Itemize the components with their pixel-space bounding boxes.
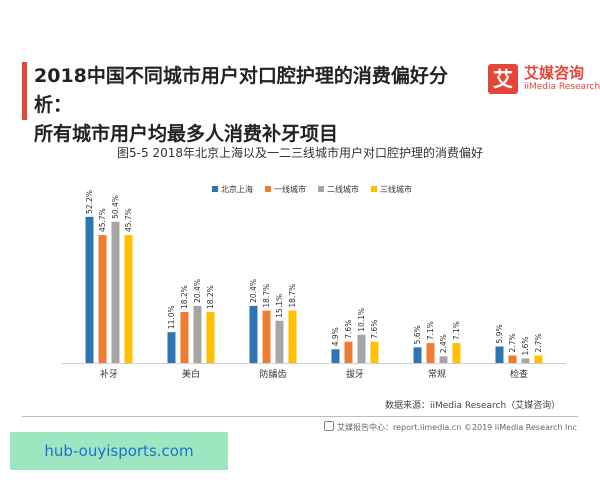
bar-6-3	[521, 358, 530, 363]
bar-5-3	[439, 356, 448, 363]
bar-3-4	[288, 310, 297, 363]
brand-logo: 艾 艾媒咨询 iiMedia Research	[488, 62, 600, 98]
bar-6-4	[534, 355, 543, 363]
brand-subtitle: iiMedia Research	[524, 82, 600, 92]
chart-title: 图5-5 2018年北京上海以及一二三线城市用户对口腔护理的消费偏好	[117, 146, 483, 160]
headline: 2018中国不同城市用户对口腔护理的消费偏好分析： 所有城市用户均最多人消费补牙…	[34, 62, 454, 149]
data-label-2-4: 18.2%	[206, 285, 215, 309]
data-label-6-1: 5.9%	[495, 324, 504, 343]
bar-1-4	[124, 235, 133, 363]
bar-5-1	[413, 347, 422, 363]
bar-3-1	[249, 305, 258, 363]
legend-swatch-4	[371, 186, 377, 192]
bar-4-4	[370, 341, 379, 363]
bar-4-1	[331, 349, 340, 363]
bar-1-3	[111, 221, 120, 363]
bar-4-2	[344, 341, 353, 363]
data-label-4-4: 7.6%	[370, 320, 379, 339]
bar-6-2	[508, 355, 517, 363]
data-label-5-1: 5.6%	[413, 325, 422, 344]
brand-mark-icon: 艾	[488, 64, 518, 94]
data-label-3-2: 18.7%	[262, 284, 271, 308]
category-label-3: 防龋齿	[259, 368, 286, 380]
footer-credit-text: 艾媒报告中心：report.iimedia.cn ©2019 iiMedia R…	[337, 423, 577, 432]
legend-label-3: 二线城市	[327, 184, 359, 194]
data-label-4-2: 7.6%	[344, 320, 353, 339]
footer-credit: 艾媒报告中心：report.iimedia.cn ©2019 iiMedia R…	[324, 421, 577, 433]
bar-1-1	[85, 216, 94, 363]
data-label-6-4: 2.7%	[534, 333, 543, 352]
bar-2-2	[180, 312, 189, 363]
bar-6-1	[495, 346, 504, 363]
report-center-icon	[324, 421, 334, 431]
bar-5-2	[426, 343, 435, 363]
data-label-6-2: 2.7%	[508, 333, 517, 352]
legend-swatch-1	[212, 186, 218, 192]
category-label-1: 补牙	[100, 368, 118, 380]
data-label-2-3: 20.4%	[193, 279, 202, 303]
legend-label-2: 一线城市	[274, 184, 306, 194]
bar-2-3	[193, 305, 202, 363]
bar-5-4	[452, 343, 461, 363]
legend-swatch-2	[265, 186, 271, 192]
legend-swatch-3	[318, 186, 324, 192]
category-label-5: 常规	[428, 368, 446, 380]
headline-line-2: 所有城市用户均最多人消费补牙项目	[34, 123, 339, 145]
brand-name: 艾媒咨询	[524, 64, 585, 82]
data-label-5-3: 2.4%	[439, 334, 448, 353]
data-source: 数据来源：iiMedia Research（艾媒咨询）	[385, 401, 561, 411]
data-label-2-1: 11.0%	[167, 305, 176, 329]
data-label-4-1: 4.9%	[331, 327, 340, 346]
bar-3-3	[275, 320, 284, 363]
watermark-banner: hub-ouyisports.com	[10, 432, 228, 470]
bar-2-1	[167, 332, 176, 363]
data-label-1-3: 50.4%	[111, 195, 120, 219]
data-label-1-1: 52.2%	[85, 190, 94, 214]
data-label-3-3: 15.1%	[275, 294, 284, 318]
footer-divider	[22, 416, 578, 417]
headline-accent-bar	[22, 62, 27, 120]
category-label-4: 拔牙	[346, 368, 364, 380]
category-label-2: 美白	[182, 368, 200, 380]
data-label-2-2: 18.2%	[180, 285, 189, 309]
bar-2-4	[206, 312, 215, 363]
data-label-3-1: 20.4%	[249, 279, 258, 303]
bar-3-2	[262, 310, 271, 363]
headline-line-1: 2018中国不同城市用户对口腔护理的消费偏好分析：	[34, 65, 448, 116]
bar-1-2	[98, 235, 107, 363]
data-label-3-4: 18.7%	[288, 284, 297, 308]
data-label-5-4: 7.1%	[452, 321, 461, 340]
bar-4-3	[357, 334, 366, 363]
category-label-6: 检查	[510, 368, 528, 380]
data-label-1-4: 45.7%	[124, 208, 133, 232]
data-label-4-3: 10.1%	[357, 308, 366, 332]
data-label-1-2: 45.7%	[98, 208, 107, 232]
data-label-5-2: 7.1%	[426, 321, 435, 340]
legend-label-1: 北京上海	[221, 184, 253, 194]
data-label-6-3: 1.6%	[521, 336, 530, 355]
legend-label-4: 三线城市	[380, 184, 412, 194]
